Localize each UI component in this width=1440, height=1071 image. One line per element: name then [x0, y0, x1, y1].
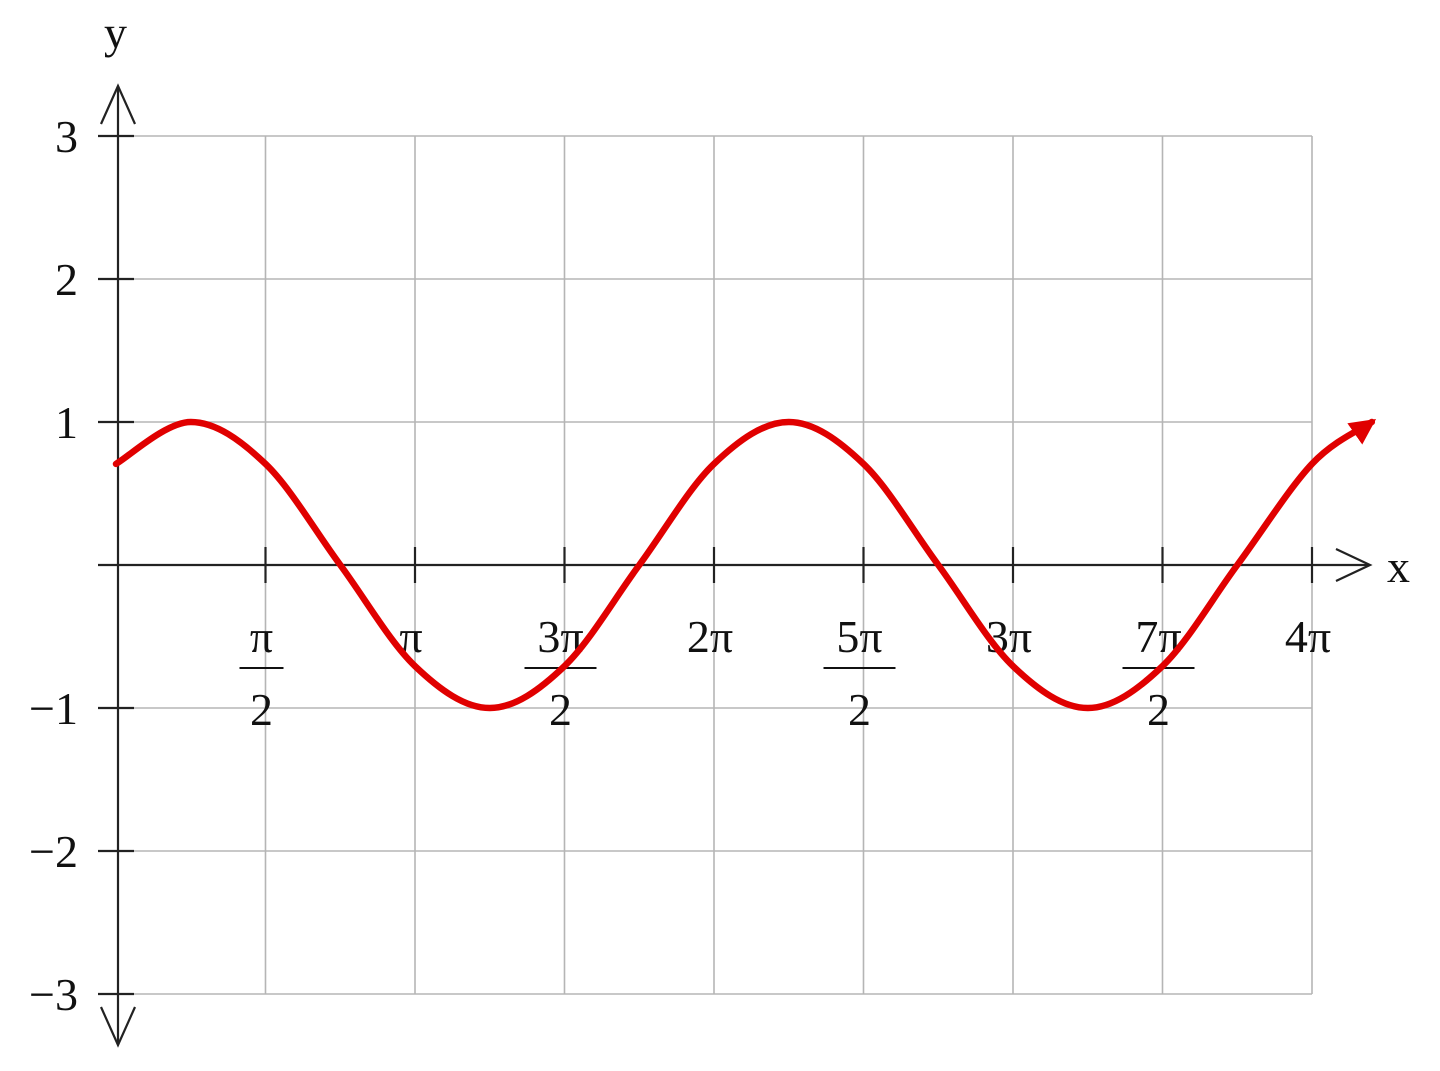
- x-tick-label: 2π: [687, 611, 733, 662]
- x-tick-label: 3π: [986, 611, 1032, 662]
- y-tick-label: −3: [29, 969, 78, 1020]
- y-tick-label: 3: [55, 111, 78, 162]
- x-tick-label-denominator: 2: [848, 684, 871, 735]
- series: [112, 418, 1377, 712]
- sine-curve: [112, 418, 1377, 712]
- x-axis-arrowhead: [1335, 548, 1373, 582]
- x-tick-label-denominator: 2: [549, 684, 572, 735]
- x-axis-label: x: [1387, 541, 1410, 592]
- ticks: [98, 134, 1314, 996]
- x-tick-label-denominator: 2: [250, 684, 273, 735]
- axes: [98, 83, 1373, 1048]
- y-axis-arrowhead-up: [99, 83, 137, 125]
- x-tick-label-numerator: 5π: [836, 611, 882, 662]
- y-tick-label: −2: [29, 826, 78, 877]
- x-tick-label-numerator: π: [250, 611, 273, 662]
- x-tick-label: 4π: [1285, 611, 1331, 662]
- x-tick-label-denominator: 2: [1147, 684, 1170, 735]
- y-axis-arrowhead-down: [99, 1006, 137, 1048]
- y-tick-label: −1: [29, 683, 78, 734]
- y-axis-label: y: [104, 7, 127, 58]
- y-tick-label: 1: [55, 397, 78, 448]
- y-tick-label: 2: [55, 254, 78, 305]
- x-tick-label: π: [399, 611, 422, 662]
